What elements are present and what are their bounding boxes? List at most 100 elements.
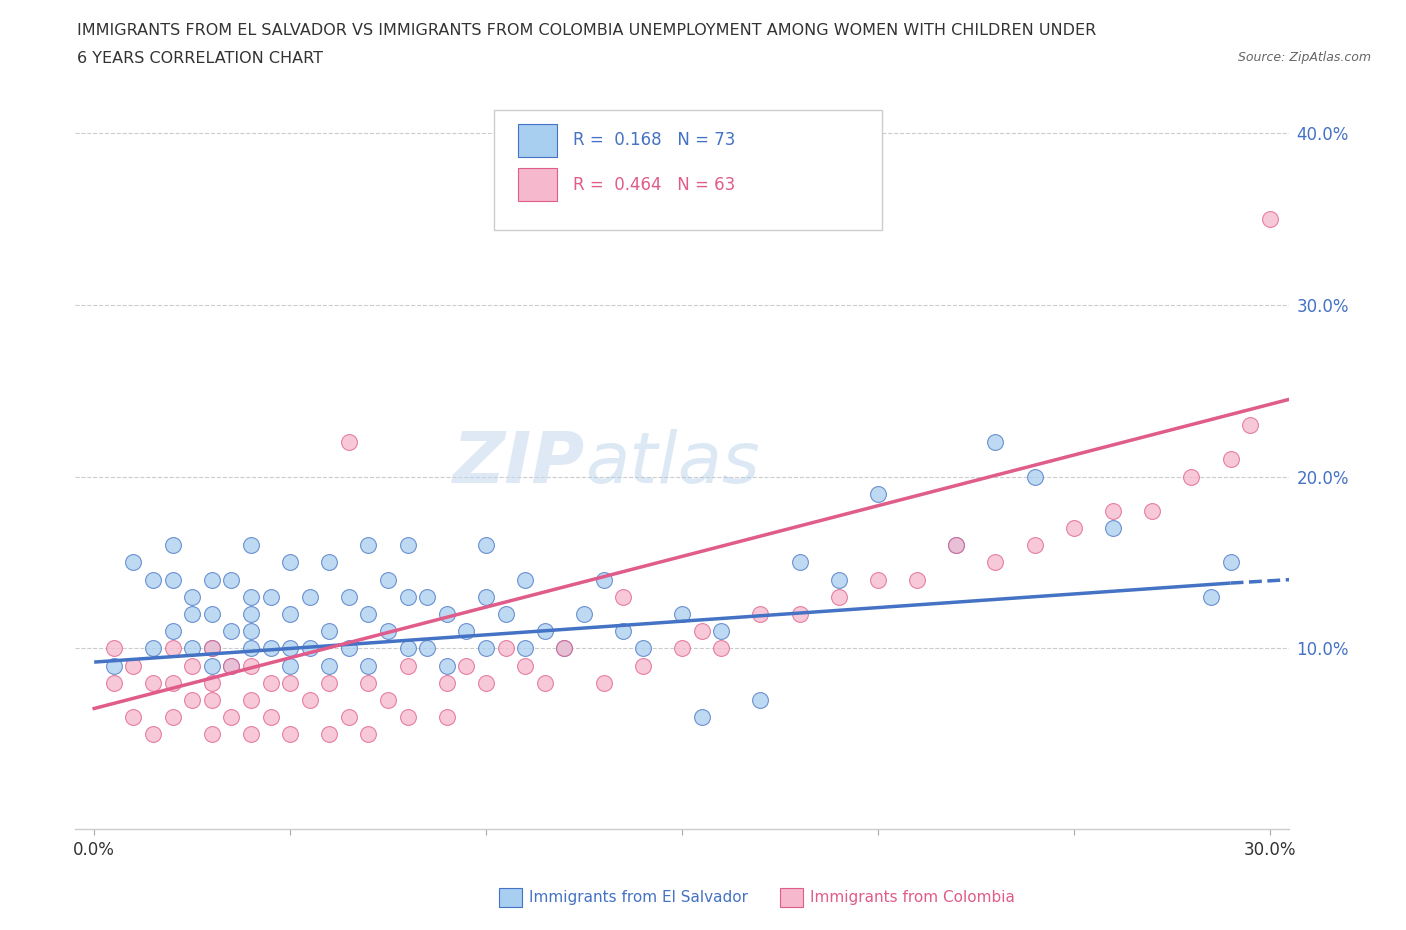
Point: [221, 658, 243, 673]
Point: [142, 675, 165, 690]
Point: [357, 658, 380, 673]
Point: [221, 572, 243, 587]
Point: [1258, 211, 1281, 226]
Point: [671, 641, 693, 656]
Point: [1063, 521, 1085, 536]
Point: [905, 572, 928, 587]
Point: [690, 710, 713, 724]
Point: [1102, 521, 1125, 536]
Point: [162, 710, 184, 724]
Text: Source: ZipAtlas.com: Source: ZipAtlas.com: [1237, 51, 1371, 64]
Point: [103, 658, 125, 673]
Point: [239, 606, 262, 621]
Text: atlas: atlas: [585, 430, 759, 498]
Point: [318, 675, 340, 690]
Text: IMMIGRANTS FROM EL SALVADOR VS IMMIGRANTS FROM COLOMBIA UNEMPLOYMENT AMONG WOMEN: IMMIGRANTS FROM EL SALVADOR VS IMMIGRANT…: [77, 23, 1097, 38]
Point: [592, 572, 614, 587]
Point: [436, 606, 458, 621]
Point: [278, 726, 301, 741]
Point: [436, 710, 458, 724]
Point: [456, 658, 478, 673]
Point: [1219, 555, 1241, 570]
Text: 6 YEARS CORRELATION CHART: 6 YEARS CORRELATION CHART: [77, 51, 323, 66]
Point: [789, 606, 811, 621]
Point: [377, 572, 399, 587]
FancyBboxPatch shape: [517, 168, 557, 201]
Point: [278, 555, 301, 570]
Point: [278, 658, 301, 673]
Point: [1219, 452, 1241, 467]
Point: [181, 590, 204, 604]
Point: [495, 606, 517, 621]
Point: [278, 675, 301, 690]
Point: [221, 710, 243, 724]
Text: Immigrants from El Salvador: Immigrants from El Salvador: [529, 890, 748, 905]
Point: [515, 658, 537, 673]
Point: [181, 641, 204, 656]
Point: [436, 675, 458, 690]
Point: [690, 624, 713, 639]
Point: [318, 555, 340, 570]
Point: [221, 624, 243, 639]
Point: [377, 693, 399, 708]
Point: [298, 590, 321, 604]
Point: [495, 641, 517, 656]
Point: [201, 572, 224, 587]
Point: [475, 538, 498, 552]
Point: [162, 538, 184, 552]
Point: [553, 641, 575, 656]
Point: [259, 641, 281, 656]
Point: [201, 641, 224, 656]
Point: [475, 590, 498, 604]
Point: [377, 624, 399, 639]
Point: [337, 710, 360, 724]
Point: [142, 572, 165, 587]
Point: [553, 641, 575, 656]
Point: [239, 658, 262, 673]
Point: [945, 538, 967, 552]
Point: [201, 693, 224, 708]
Point: [416, 641, 439, 656]
Point: [201, 675, 224, 690]
FancyBboxPatch shape: [494, 110, 883, 230]
Point: [749, 693, 772, 708]
Point: [239, 538, 262, 552]
Point: [534, 675, 557, 690]
Point: [239, 624, 262, 639]
Point: [259, 590, 281, 604]
Point: [318, 658, 340, 673]
Point: [1142, 503, 1164, 518]
Point: [357, 606, 380, 621]
Point: [122, 555, 145, 570]
Point: [475, 641, 498, 656]
Point: [396, 710, 419, 724]
Point: [357, 538, 380, 552]
Point: [1024, 469, 1046, 484]
Point: [142, 726, 165, 741]
Point: [239, 726, 262, 741]
Point: [357, 675, 380, 690]
Point: [572, 606, 595, 621]
Point: [592, 675, 614, 690]
Point: [162, 675, 184, 690]
Point: [416, 590, 439, 604]
Point: [162, 624, 184, 639]
Point: [612, 624, 634, 639]
Point: [396, 538, 419, 552]
Point: [142, 641, 165, 656]
Point: [1180, 469, 1202, 484]
Point: [749, 606, 772, 621]
Text: ZIP: ZIP: [453, 430, 585, 498]
Point: [515, 641, 537, 656]
Point: [337, 435, 360, 450]
Point: [239, 641, 262, 656]
FancyBboxPatch shape: [517, 125, 557, 157]
Point: [318, 726, 340, 741]
Point: [181, 658, 204, 673]
Point: [612, 590, 634, 604]
Point: [475, 675, 498, 690]
Point: [122, 710, 145, 724]
Text: R =  0.464   N = 63: R = 0.464 N = 63: [572, 176, 735, 193]
Point: [181, 693, 204, 708]
Point: [337, 590, 360, 604]
